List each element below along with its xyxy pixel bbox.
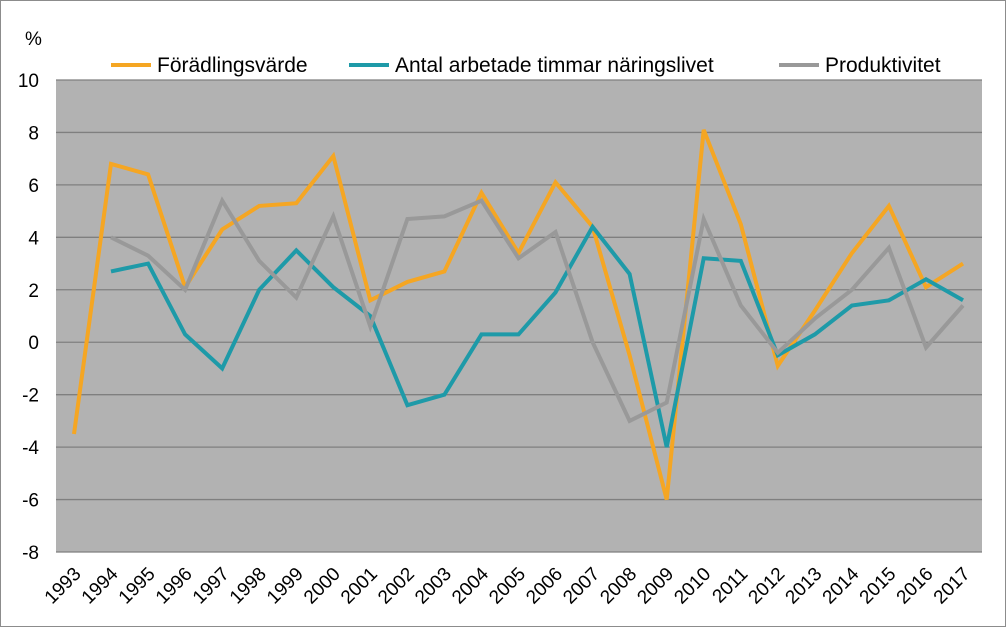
- x-tick-label: 1993: [41, 564, 86, 609]
- gridlines: [56, 79, 982, 553]
- y-tick-label: -6: [22, 491, 39, 512]
- y-tick-label: -2: [22, 386, 39, 407]
- y-tick-label: 2: [28, 281, 39, 302]
- y-tick-label: -8: [22, 543, 39, 564]
- x-tick-label: 2017: [930, 564, 975, 609]
- series-line: [110, 196, 965, 424]
- x-tick-label: 2005: [485, 564, 530, 609]
- y-axis-ticks: -8 -6 -4 -2 0 2 4 6 8 10: [18, 71, 40, 564]
- legend-label: Produktivitet: [825, 54, 941, 77]
- y-tick-label: -4: [22, 438, 39, 459]
- x-tick-label: 1998: [226, 564, 271, 609]
- y-tick-label: 6: [28, 176, 39, 197]
- x-tick-label: 2003: [411, 564, 456, 609]
- x-tick-label: 1995: [115, 564, 160, 609]
- y-tick-label: 10: [18, 71, 39, 92]
- x-tick-label: 2002: [374, 564, 419, 609]
- legend: Förädlingsvärde Antal arbetade timmar när…: [111, 54, 941, 77]
- x-tick-label: 1996: [152, 564, 197, 609]
- x-tick-label: 2007: [559, 564, 604, 609]
- legend-label: Förädlingsvärde: [157, 54, 308, 77]
- x-tick-label: 2013: [782, 564, 827, 609]
- series-lines: [72, 129, 965, 501]
- x-axis-ticks: 1993199419951996199719981999200020012002…: [41, 563, 975, 608]
- x-tick-label: 2006: [522, 564, 567, 609]
- y-tick-label: 8: [28, 123, 39, 144]
- x-tick-label: 1997: [189, 564, 234, 609]
- x-tick-label: 2000: [300, 564, 345, 609]
- x-tick-label: 2008: [596, 564, 641, 609]
- plot-area: [56, 80, 982, 552]
- x-tick-label: 2001: [337, 564, 382, 609]
- x-tick-label: 1994: [78, 563, 123, 608]
- x-tick-label: 2004: [448, 563, 493, 608]
- x-tick-label: 2015: [856, 564, 901, 609]
- x-tick-label: 2010: [670, 564, 715, 609]
- y-tick-label: 4: [28, 228, 39, 249]
- x-tick-label: 2012: [745, 564, 790, 609]
- x-tick-label: 2009: [633, 564, 678, 609]
- x-tick-label: 1999: [263, 564, 308, 609]
- legend-label: Antal arbetade timmar näringslivet: [395, 54, 714, 77]
- y-tick-label: 0: [28, 333, 39, 354]
- x-tick-label: 2014: [819, 563, 864, 608]
- series-line: [72, 129, 965, 501]
- y-axis-label: %: [25, 29, 42, 50]
- x-tick-label: 2011: [709, 564, 753, 608]
- x-tick-label: 2016: [893, 564, 938, 609]
- series-line: [110, 223, 964, 448]
